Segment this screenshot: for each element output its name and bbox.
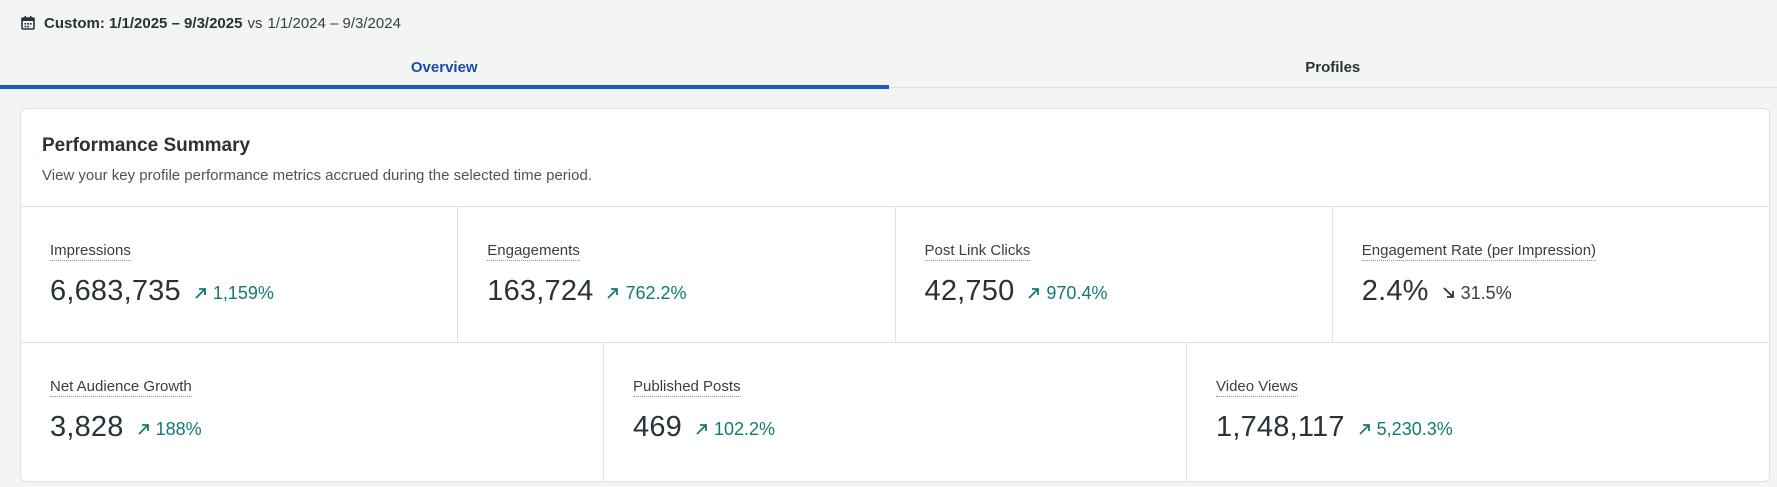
- tab-overview[interactable]: Overview: [0, 46, 889, 89]
- metric-label[interactable]: Impressions: [50, 242, 131, 261]
- metric-value: 163,724: [487, 275, 594, 307]
- arrow-up-right-icon: [1358, 422, 1372, 436]
- metric-change-value: 31.5%: [1460, 282, 1512, 303]
- metric-value: 2.4%: [1361, 275, 1429, 307]
- vs-label: vs: [247, 14, 263, 32]
- metric-change: 970.4%: [1027, 283, 1107, 304]
- metric-value: 6,683,735: [50, 275, 181, 307]
- date-range-filter[interactable]: Custom: 1/1/2025 – 9/3/2025 vs 1/1/2024 …: [20, 12, 401, 34]
- metrics-row-2: Net Audience Growth 3,828 188% Published…: [21, 343, 1769, 481]
- metric-change-value: 102.2%: [714, 418, 776, 439]
- card-header: Performance Summary View your key profil…: [21, 109, 1769, 207]
- performance-summary-card: Performance Summary View your key profil…: [20, 108, 1770, 482]
- arrow-up-right-icon: [606, 286, 620, 300]
- metric-label[interactable]: Engagement Rate (per Impression): [1361, 242, 1597, 261]
- metric-label[interactable]: Published Posts: [633, 378, 741, 397]
- metric-change: 1,159%: [194, 283, 274, 304]
- metric-value: 1,748,117: [1216, 411, 1345, 443]
- metric-published-posts: Published Posts 469 102.2%: [604, 343, 1187, 481]
- metric-change-value: 970.4%: [1046, 282, 1108, 303]
- metrics-row-1: Impressions 6,683,735 1,159% Engagements…: [21, 207, 1769, 343]
- metric-label[interactable]: Post Link Clicks: [924, 242, 1031, 261]
- metric-post-link-clicks: Post Link Clicks 42,750 970.4%: [896, 207, 1333, 342]
- metric-video-views: Video Views 1,748,117 5,230.3%: [1187, 343, 1769, 481]
- metric-engagement-rate: Engagement Rate (per Impression) 2.4% 31…: [1333, 207, 1769, 342]
- metric-label[interactable]: Engagements: [487, 242, 580, 261]
- tab-bar: Overview Profiles: [0, 46, 1777, 89]
- metric-value: 469: [633, 411, 682, 443]
- metric-change-value: 762.2%: [625, 282, 687, 303]
- arrow-up-right-icon: [1027, 286, 1041, 300]
- metric-change: 762.2%: [606, 282, 687, 304]
- tab-profiles-label: Profiles: [1305, 58, 1361, 76]
- metric-label[interactable]: Net Audience Growth: [50, 378, 192, 397]
- metric-change: 188%: [137, 419, 202, 440]
- arrow-up-right-icon: [695, 422, 709, 436]
- card-title: Performance Summary: [42, 135, 251, 156]
- metric-impressions: Impressions 6,683,735 1,159%: [21, 207, 459, 342]
- metric-change-value: 188%: [155, 418, 202, 439]
- date-range-label: Custom: 1/1/2025 – 9/3/2025: [44, 14, 243, 32]
- metric-value: 42,750: [924, 275, 1015, 307]
- metric-change: 5,230.3%: [1358, 419, 1453, 440]
- metric-label[interactable]: Video Views: [1216, 378, 1299, 397]
- tab-profiles[interactable]: Profiles: [889, 46, 1777, 88]
- metric-value: 3,828: [50, 411, 124, 443]
- arrow-down-right-icon: [1442, 286, 1456, 300]
- metric-net-audience-growth: Net Audience Growth 3,828 188%: [21, 343, 604, 481]
- arrow-up-right-icon: [194, 286, 208, 300]
- metric-change: 102.2%: [695, 419, 775, 440]
- metric-change-value: 5,230.3%: [1376, 418, 1453, 439]
- tab-overview-label: Overview: [410, 58, 478, 76]
- metric-change-value: 1,159%: [212, 282, 274, 303]
- arrow-up-right-icon: [137, 422, 151, 436]
- metric-change: 31.5%: [1442, 283, 1512, 304]
- calendar-icon: [20, 15, 36, 31]
- card-subtitle: View your key profile performance metric…: [42, 167, 592, 184]
- metric-engagements: Engagements 163,724 762.2%: [458, 207, 896, 342]
- compare-range-label: 1/1/2024 – 9/3/2024: [267, 14, 401, 32]
